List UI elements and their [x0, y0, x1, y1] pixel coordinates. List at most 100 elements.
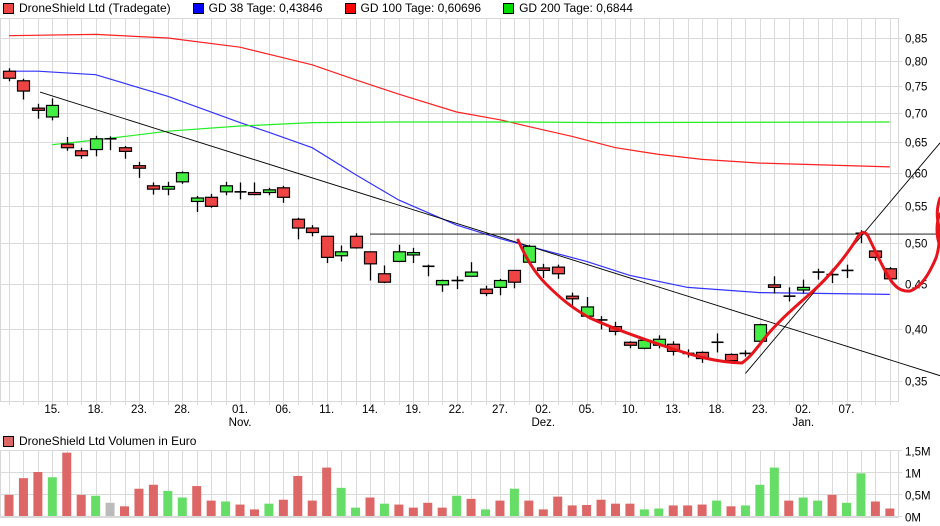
candle: [291, 217, 306, 240]
candle: [132, 161, 147, 178]
hand-drawn-annotation-edge: [935, 212, 940, 248]
volume-bar: [33, 472, 43, 516]
x-tick-label: 10.: [622, 404, 638, 416]
candle-body: [565, 295, 580, 300]
candle-body: [349, 235, 364, 249]
candle: [392, 244, 407, 263]
y-tick-label: 0,50: [905, 239, 927, 251]
volume-bar: [452, 495, 462, 516]
legend-swatch-gd100: [344, 2, 356, 14]
volume-bar: [148, 484, 158, 516]
x-tick-label: 02.: [795, 404, 811, 416]
candle: [262, 187, 277, 196]
volume-bar: [509, 488, 519, 516]
legend-price: DroneShield Ltd (Tradegate): [3, 1, 171, 15]
volume-bar: [639, 509, 649, 516]
candle: [711, 333, 724, 353]
volume-bar: [740, 505, 750, 516]
x-tick-label: 07.: [839, 404, 855, 416]
candle-body: [161, 185, 176, 190]
volume-bar: [524, 500, 534, 516]
candle: [161, 181, 176, 196]
x-month-label: Jan.: [792, 417, 814, 429]
volume-bar: [784, 500, 794, 516]
candle: [175, 171, 190, 184]
candle: [334, 245, 349, 262]
candle: [276, 185, 291, 203]
price-plot-frame: [0, 18, 899, 402]
volume-bar: [379, 503, 389, 516]
volume-bar: [798, 497, 808, 516]
legend-gd38-label: GD 38 Tage: 0,43846: [208, 1, 323, 15]
x-tick-label: 19.: [405, 404, 421, 416]
x-tick-label: 28.: [174, 404, 190, 416]
candle: [349, 233, 364, 249]
candle: [305, 225, 320, 237]
hand-drawn-annotation: [516, 196, 940, 365]
legend-gd100-label: GD 100 Tage: 0,60696: [360, 1, 482, 15]
x-tick-label: 23.: [131, 404, 147, 416]
volume-bar: [322, 467, 332, 516]
volume-bar: [120, 506, 130, 516]
candle: [536, 263, 551, 278]
volume-bar: [654, 508, 664, 516]
candle-body: [493, 279, 508, 288]
candle: [190, 195, 205, 213]
candle: [104, 136, 117, 151]
volume-bar: [553, 496, 563, 516]
volume-bar: [495, 500, 505, 516]
candle-body: [175, 172, 190, 183]
x-tick-label: 22.: [449, 404, 465, 416]
x-tick-label: 18.: [709, 404, 725, 416]
candle-body: [132, 165, 147, 169]
candle: [320, 235, 335, 264]
volume-bar: [466, 498, 476, 516]
legend-swatch-gd200: [503, 2, 515, 14]
volume-bars: [4, 452, 895, 516]
candle-body: [262, 189, 277, 194]
volume-bar: [726, 506, 736, 516]
candle-body: [507, 269, 522, 283]
candle-body: [16, 80, 31, 92]
x-tick-label: 06.: [275, 404, 291, 416]
volume-bar: [755, 484, 765, 516]
y-tick-label: 0,70: [905, 109, 927, 121]
candle: [507, 269, 522, 289]
candle-body: [31, 107, 46, 111]
candle: [551, 264, 566, 279]
candle: [247, 182, 262, 196]
volume-legend-label: DroneShield Ltd Volumen in Euro: [19, 434, 197, 448]
x-tick-label: 14.: [362, 404, 378, 416]
candle-body: [377, 273, 392, 283]
candle: [493, 278, 508, 296]
volume-bar: [336, 487, 346, 516]
candle-body: [219, 185, 234, 193]
candle: [16, 78, 31, 100]
candle: [45, 98, 60, 121]
legend-gd100: GD 100 Tage: 0,60696: [344, 1, 482, 15]
moving-average-line: [8, 33, 890, 168]
volume-bar: [163, 490, 173, 516]
volume-bar: [538, 509, 548, 516]
legend-gd38: GD 38 Tage: 0,43846: [192, 1, 323, 15]
candle-body: [60, 143, 75, 149]
volume-bar: [610, 503, 620, 516]
volume-bar: [264, 503, 274, 516]
candle-body: [435, 279, 450, 286]
candle-body: [146, 185, 161, 190]
volume-bar: [307, 500, 317, 516]
volume-bar: [668, 505, 678, 516]
volume-bar: [365, 497, 375, 516]
candle: [89, 135, 104, 157]
candle: [783, 287, 796, 302]
volume-bar: [47, 477, 57, 516]
x-tick-label: 11.: [319, 404, 334, 416]
candle-body: [190, 197, 205, 203]
volume-y-tick-label: 0,5M: [905, 491, 931, 503]
y-tick-label: 0,60: [905, 169, 927, 181]
x-tick-label: 18.: [88, 404, 104, 416]
candle-body: [305, 227, 320, 234]
candle: [841, 264, 854, 278]
candle-body: [623, 341, 638, 346]
volume-bar: [293, 475, 303, 516]
